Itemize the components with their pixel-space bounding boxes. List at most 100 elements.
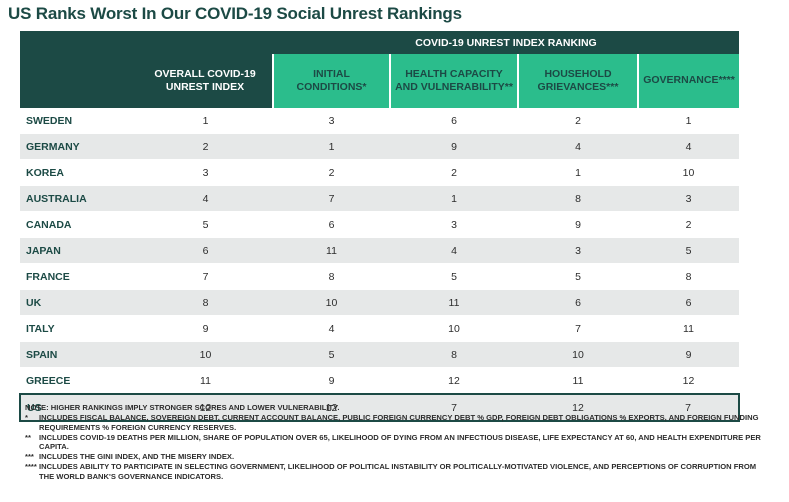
rank-cell: 4 <box>638 133 740 160</box>
column-header-health-capacity: HEALTH CAPACITY AND VULNERABILITY** <box>389 54 518 108</box>
footnote-item: *** INCLUDES THE GINI INDEX, AND THE MISE… <box>25 452 765 462</box>
rank-cell: 4 <box>390 237 518 264</box>
rank-cell: 9 <box>273 367 390 395</box>
rank-cell: 5 <box>638 237 740 264</box>
rank-cell: 7 <box>273 185 390 212</box>
country-cell: UK <box>20 289 138 316</box>
rank-cell: 9 <box>138 315 273 342</box>
rank-cell: 3 <box>638 185 740 212</box>
footnote-mark: ** <box>25 432 31 442</box>
rank-cell: 2 <box>638 211 740 238</box>
table-row: SWEDEN 1 3 6 2 1 <box>20 108 740 134</box>
rank-cell: 8 <box>390 341 518 368</box>
rank-cell: 1 <box>273 133 390 160</box>
rank-cell: 2 <box>273 159 390 186</box>
rank-cell: 10 <box>638 159 740 186</box>
table-row: FRANCE 7 8 5 5 8 <box>20 263 740 290</box>
footnote-item: **** INCLUDES ABILITY TO PARTICIPATE IN S… <box>25 462 765 482</box>
rank-cell: 9 <box>390 133 518 160</box>
rank-cell: 7 <box>390 393 518 422</box>
table-row: GERMANY 2 1 9 4 4 <box>20 133 740 160</box>
rank-cell: 8 <box>638 263 740 290</box>
country-cell: JAPAN <box>20 237 138 264</box>
rank-cell: 10 <box>273 289 390 316</box>
rank-cell: 8 <box>273 263 390 290</box>
table-row: GREECE 11 9 12 11 12 <box>20 367 740 395</box>
country-cell: AUSTRALIA <box>20 185 138 212</box>
column-header-household-grievances: HOUSEHOLD GRIEVANCES*** <box>517 54 638 108</box>
group-header-row: COVID-19 UNREST INDEX RANKING <box>20 31 740 54</box>
rank-cell: 3 <box>390 211 518 238</box>
rank-cell: 8 <box>518 185 638 212</box>
footnote-text: INCLUDES ABILITY TO PARTICIPATE IN SELEC… <box>39 462 757 482</box>
rank-cell: 3 <box>518 237 638 264</box>
footnote-mark: *** <box>25 452 34 462</box>
country-header-blank <box>20 54 138 108</box>
rank-cell: 9 <box>518 211 638 238</box>
header-blank-cell <box>138 31 273 54</box>
rank-cell: 2 <box>518 108 638 134</box>
column-header-row: OVERALL COVID-19 UNREST INDEX INITIAL CO… <box>20 54 740 108</box>
table-row: SPAIN 10 5 8 10 9 <box>20 341 740 368</box>
rank-cell: 12 <box>390 367 518 395</box>
rank-cell: 11 <box>273 237 390 264</box>
rank-cell: 11 <box>638 315 740 342</box>
rank-cell: 12 <box>138 393 273 422</box>
ranking-table-container: COVID-19 UNREST INDEX RANKING OVERALL CO… <box>19 31 741 422</box>
country-cell: KOREA <box>20 159 138 186</box>
table-row: AUSTRALIA 4 7 1 8 3 <box>20 185 740 212</box>
footnote-main: NOTE: HIGHER RANKINGS IMPLY STRONGER SCO… <box>25 403 340 412</box>
country-cell: SPAIN <box>20 341 138 368</box>
footnotes: NOTE: HIGHER RANKINGS IMPLY STRONGER SCO… <box>25 403 765 482</box>
rank-cell: 11 <box>518 367 638 395</box>
group-header: COVID-19 UNREST INDEX RANKING <box>273 31 740 54</box>
rank-cell: 12 <box>273 393 390 422</box>
rank-cell: 12 <box>518 393 638 422</box>
table-row: US 12 12 7 12 7 <box>19 393 741 422</box>
rank-cell: 10 <box>518 341 638 368</box>
rank-cell: 6 <box>273 211 390 238</box>
chart-title: US Ranks Worst In Our COVID-19 Social Un… <box>8 4 462 23</box>
footnote-item: ** INCLUDES COVID-19 DEATHS PER MILLION, … <box>25 433 765 453</box>
rank-cell: 4 <box>273 315 390 342</box>
country-cell: GREECE <box>20 367 138 395</box>
table-row: JAPAN 6 11 4 3 5 <box>20 237 740 264</box>
header-blank-cell <box>20 31 138 54</box>
rank-cell: 5 <box>138 211 273 238</box>
footnote-text: INCLUDES COVID-19 DEATHS PER MILLION, SH… <box>39 432 761 452</box>
rank-cell: 11 <box>390 289 518 316</box>
rank-cell: 8 <box>138 289 273 316</box>
rank-cell: 5 <box>273 341 390 368</box>
rank-cell: 6 <box>638 289 740 316</box>
rank-cell: 12 <box>638 367 740 395</box>
column-header-governance: GOVERNANCE**** <box>636 54 740 108</box>
country-cell: FRANCE <box>20 263 138 290</box>
rank-cell: 11 <box>138 367 273 395</box>
rank-cell: 6 <box>138 237 273 264</box>
rank-cell: 4 <box>518 133 638 160</box>
rank-cell: 2 <box>138 133 273 160</box>
rank-cell: 1 <box>390 185 518 212</box>
footnote-text: INCLUDES FISCAL BALANCE, SOVEREIGN DEBT,… <box>39 412 759 432</box>
rank-cell: 3 <box>273 108 390 134</box>
rank-cell: 5 <box>390 263 518 290</box>
footnote-item: * INCLUDES FISCAL BALANCE, SOVEREIGN DEBT… <box>25 413 765 433</box>
table-row: ITALY 9 4 10 7 11 <box>20 315 740 342</box>
rank-cell: 10 <box>390 315 518 342</box>
country-cell: US <box>19 393 138 422</box>
rank-cell: 3 <box>138 159 273 186</box>
footnote-text: INCLUDES THE GINI INDEX, AND THE MISERY … <box>39 452 235 462</box>
column-header-initial-conditions: INITIAL CONDITIONS* <box>272 54 390 108</box>
rank-cell: 7 <box>638 393 741 422</box>
ranking-table: COVID-19 UNREST INDEX RANKING OVERALL CO… <box>19 31 741 422</box>
country-cell: ITALY <box>20 315 138 342</box>
table-row: KOREA 3 2 2 1 10 <box>20 159 740 186</box>
country-cell: GERMANY <box>20 133 138 160</box>
rank-cell: 10 <box>138 341 273 368</box>
rank-cell: 4 <box>138 185 273 212</box>
rank-cell: 1 <box>638 108 740 134</box>
table-row: UK 8 10 11 6 6 <box>20 289 740 316</box>
rank-cell: 1 <box>518 159 638 186</box>
table-body: SWEDEN 1 3 6 2 1 GERMANY 2 1 9 4 4 KOREA 3 2 2 1 10 AUSTRA… <box>19 108 741 422</box>
country-cell: CANADA <box>20 211 138 238</box>
